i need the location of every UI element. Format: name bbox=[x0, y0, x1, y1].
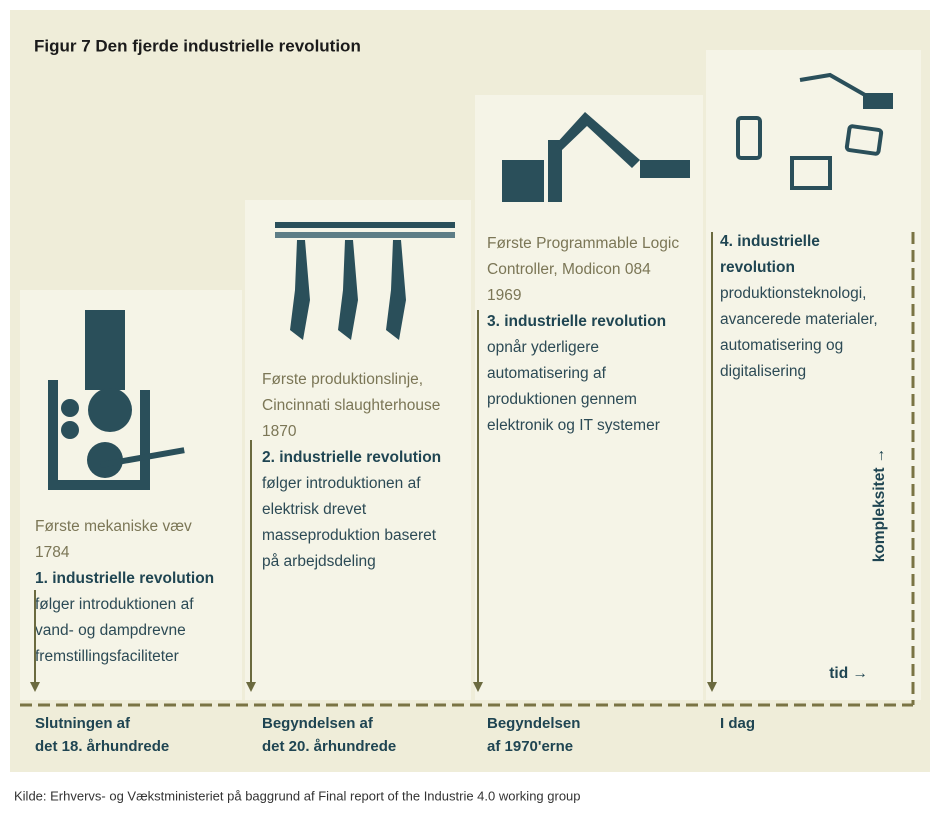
period-line: Begyndelsen af bbox=[262, 715, 374, 732]
body-line: på arbejdsdeling bbox=[262, 553, 376, 570]
y-axis-label: kompleksitet → bbox=[871, 448, 888, 563]
period-line: af 1970'erne bbox=[487, 738, 573, 755]
period-line: Slutningen af bbox=[35, 715, 131, 732]
period-line: Begyndelsen bbox=[487, 715, 580, 732]
caption-line: 1969 bbox=[487, 287, 521, 304]
period-line: det 20. århundrede bbox=[262, 738, 396, 755]
heading-line: 4. industrielle bbox=[720, 233, 820, 250]
infographic: Figur 7 Den fjerde industrielle revoluti… bbox=[0, 0, 939, 809]
body-line: følger introduktionen af bbox=[262, 475, 421, 492]
body-line: opnår yderligere bbox=[487, 339, 599, 356]
heading-line: 1. industrielle revolution bbox=[35, 570, 214, 587]
source: Kilde: Erhvervs- og Vækstministeriet på … bbox=[14, 788, 581, 803]
body-line: produktionsteknologi, bbox=[720, 285, 867, 302]
body-line: elektronik og IT systemer bbox=[487, 417, 660, 434]
body-line: automatisering af bbox=[487, 365, 607, 382]
caption-line: 1870 bbox=[262, 423, 297, 440]
period-line: I dag bbox=[720, 715, 755, 732]
caption-line: Første produktionslinje, bbox=[262, 371, 423, 388]
body-line: digitalisering bbox=[720, 363, 806, 380]
heading-line: 3. industrielle revolution bbox=[487, 313, 666, 330]
body-line: produktionen gennem bbox=[487, 391, 637, 408]
heading-line: 2. industrielle revolution bbox=[262, 449, 441, 466]
body-line: følger introduktionen af bbox=[35, 596, 194, 613]
period-line: det 18. århundrede bbox=[35, 738, 169, 755]
caption-line: 1784 bbox=[35, 544, 70, 561]
body-line: elektrisk drevet bbox=[262, 501, 367, 518]
body-line: automatisering og bbox=[720, 337, 843, 354]
body-line: masseproduktion baseret bbox=[262, 527, 437, 544]
body-line: vand- og dampdrevne bbox=[35, 622, 186, 639]
heading-line: revolution bbox=[720, 259, 795, 276]
title: Figur 7 Den fjerde industrielle revoluti… bbox=[34, 36, 361, 55]
body-line: fremstillingsfaciliteter bbox=[35, 648, 179, 665]
caption-line: Cincinnati slaughterhouse bbox=[262, 397, 440, 414]
caption-line: Første mekaniske væv bbox=[35, 518, 192, 535]
caption-line: Controller, Modicon 084 bbox=[487, 261, 651, 278]
x-axis-label: tid → bbox=[829, 665, 868, 682]
caption-line: Første Programmable Logic bbox=[487, 235, 679, 252]
body-line: avancerede materialer, bbox=[720, 311, 878, 328]
